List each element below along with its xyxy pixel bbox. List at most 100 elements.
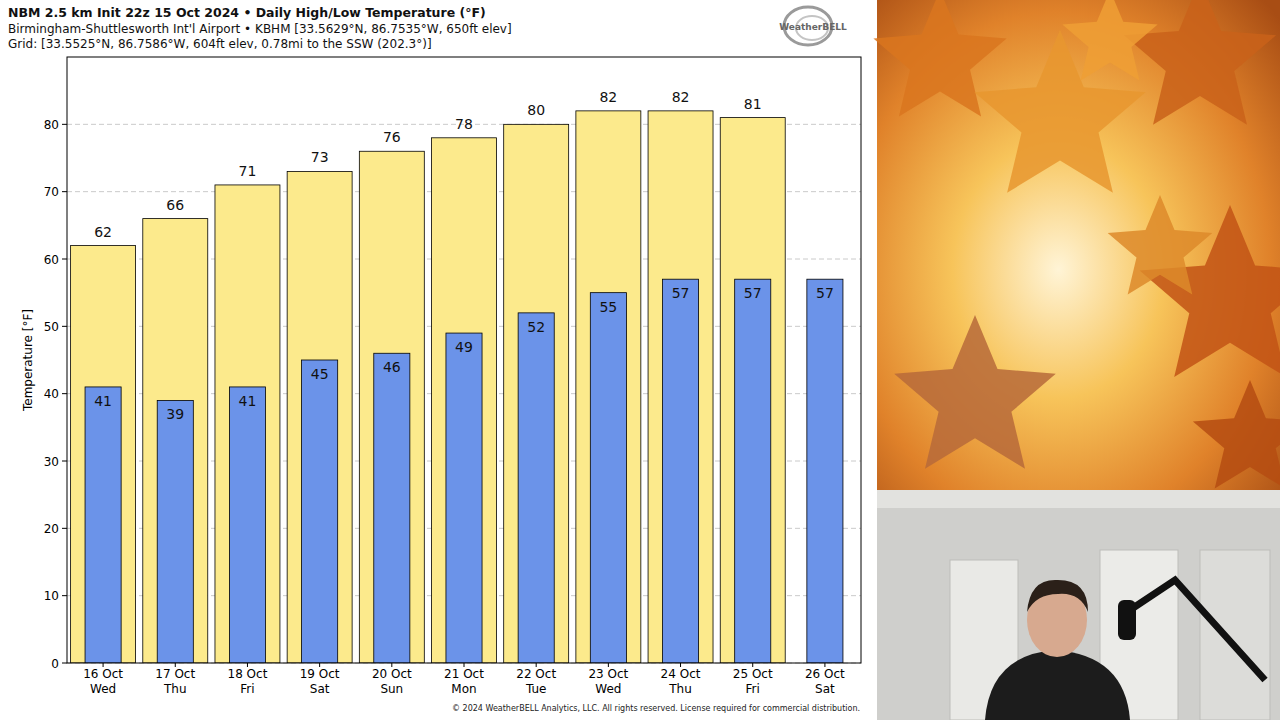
x-tick-line: 25 Oct xyxy=(733,667,773,681)
leaf xyxy=(1124,0,1276,125)
tick-mark xyxy=(62,124,67,125)
x-tick-line: 20 Oct xyxy=(372,667,412,681)
data-label: 82 xyxy=(599,89,617,105)
page: NBM 2.5 km Init 22z 15 Oct 2024 • Daily … xyxy=(0,0,1280,720)
y-tick-label: 80 xyxy=(44,118,59,132)
x-tick-line: Mon xyxy=(451,682,476,696)
data-label: 39 xyxy=(166,406,184,422)
data-label: 41 xyxy=(94,393,112,409)
webcam xyxy=(877,490,1280,720)
plot-frame xyxy=(67,57,861,663)
tick-mark xyxy=(62,259,67,260)
data-label: 49 xyxy=(455,339,473,355)
tick-mark xyxy=(62,326,67,327)
data-label: 46 xyxy=(383,359,401,375)
bar xyxy=(576,111,641,663)
tick-mark xyxy=(62,663,67,664)
tick-mark xyxy=(62,461,67,462)
microphone xyxy=(1118,600,1136,640)
bar xyxy=(302,360,338,663)
bar xyxy=(71,246,136,663)
x-tick-line: 26 Oct xyxy=(805,667,845,681)
bars xyxy=(71,111,843,663)
x-tick-label: 26 OctSat xyxy=(805,667,845,696)
bar xyxy=(143,219,208,663)
x-tick-line: Sat xyxy=(815,682,835,696)
bar xyxy=(85,387,121,663)
x-tick-label: 22 OctTue xyxy=(516,667,556,696)
bar xyxy=(807,279,843,663)
x-tick-label: 24 OctThu xyxy=(661,667,701,696)
wall xyxy=(877,490,1280,720)
x-tick-label: 23 OctWed xyxy=(588,667,628,696)
leaf xyxy=(1108,195,1213,295)
y-tick-label: 50 xyxy=(44,320,59,334)
data-label: 73 xyxy=(311,149,329,165)
wall-corner xyxy=(1200,550,1270,720)
x-tick-line: 16 Oct xyxy=(83,667,123,681)
x-tick-label: 25 OctFri xyxy=(733,667,773,696)
x-tick-line: Tue xyxy=(525,682,547,696)
data-label: 57 xyxy=(744,285,762,301)
grid-info: Grid: [33.5525°N, 86.7586°W, 604ft elev,… xyxy=(8,37,432,51)
x-tick-label: 21 OctMon xyxy=(444,667,484,696)
x-tick-label: 16 OctWed xyxy=(83,667,123,696)
x-tick-line: Thu xyxy=(163,682,187,696)
y-tick-label: 40 xyxy=(44,387,59,401)
shirt xyxy=(985,650,1130,720)
bar xyxy=(359,151,424,663)
bar xyxy=(287,171,352,663)
x-tick-line: Wed xyxy=(90,682,116,696)
data-label: 41 xyxy=(239,393,257,409)
x-tick-line: Fri xyxy=(746,682,760,696)
data-label: 57 xyxy=(672,285,690,301)
x-tick-label: 17 OctThu xyxy=(155,667,195,696)
leaf xyxy=(1193,380,1280,489)
x-tick-line: 22 Oct xyxy=(516,667,556,681)
subtitle: Birmingham-Shuttlesworth Int'l Airport •… xyxy=(8,22,512,36)
autumn-image xyxy=(873,0,1280,490)
data-label: 76 xyxy=(383,129,401,145)
y-tick-label: 60 xyxy=(44,253,59,267)
bar xyxy=(735,279,771,663)
data-label: 57 xyxy=(816,285,834,301)
logo-text: WeatherBELL xyxy=(779,22,847,32)
bar xyxy=(518,313,554,663)
bar xyxy=(663,279,699,663)
copyright: © 2024 WeatherBELL Analytics, LLC. All r… xyxy=(452,704,860,713)
x-tick-label: 20 OctSun xyxy=(372,667,412,696)
x-tick-label: 18 OctFri xyxy=(228,667,268,696)
data-label: 80 xyxy=(527,102,545,118)
leaf xyxy=(1062,0,1157,81)
tick-mark xyxy=(62,393,67,394)
bar xyxy=(229,387,265,663)
tick-mark xyxy=(62,191,67,192)
bar xyxy=(648,111,713,663)
y-tick-label: 0 xyxy=(51,657,59,671)
bar xyxy=(590,293,626,663)
x-tick-line: 19 Oct xyxy=(300,667,340,681)
plot-area xyxy=(67,57,861,663)
data-label: 71 xyxy=(239,163,257,179)
y-tick-label: 10 xyxy=(44,589,59,603)
x-tick-line: Thu xyxy=(668,682,692,696)
tick-mark xyxy=(62,528,67,529)
chart-background xyxy=(0,0,877,720)
data-label: 81 xyxy=(744,96,762,112)
title: NBM 2.5 km Init 22z 15 Oct 2024 • Daily … xyxy=(8,5,486,20)
bar xyxy=(215,185,280,663)
ceiling xyxy=(877,490,1280,508)
data-label: 66 xyxy=(166,197,184,213)
x-tick-line: 21 Oct xyxy=(444,667,484,681)
x-tick-line: 23 Oct xyxy=(588,667,628,681)
bar xyxy=(374,353,410,663)
leaf xyxy=(894,315,1056,469)
y-axis-title: Temperature [°F] xyxy=(21,309,35,412)
data-labels: 6266717376788082828141394145464952555757… xyxy=(94,89,834,423)
x-tick-line: Fri xyxy=(240,682,254,696)
y-tick-label: 30 xyxy=(44,455,59,469)
x-tick-line: 18 Oct xyxy=(228,667,268,681)
x-tick-line: Wed xyxy=(595,682,621,696)
hair xyxy=(1027,580,1088,612)
data-label: 52 xyxy=(527,319,545,335)
